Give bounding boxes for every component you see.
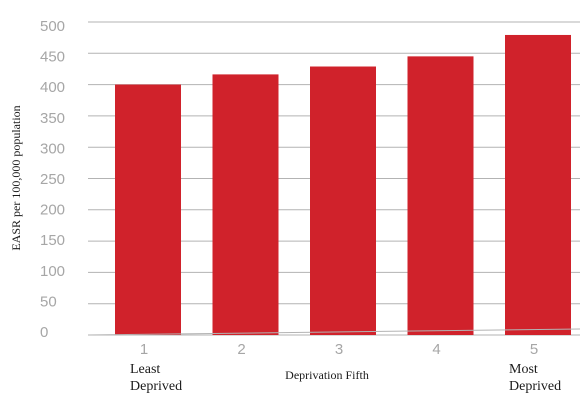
x-tick-label: 4 [432,341,440,358]
y-tick-label: 100 [40,263,65,280]
y-tick-label: 150 [40,232,65,249]
bar [407,56,474,335]
x-axis-title: Deprivation Fifth [285,368,369,382]
y-tick-label: 250 [40,171,65,188]
category-notes: Least Deprived Most Deprived [130,362,561,394]
y-tick-label: 450 [40,49,65,66]
x-tick-label: 5 [530,341,538,358]
y-tick-label: 50 [40,293,57,310]
x-tick-label: 3 [335,341,343,358]
bar [115,84,181,335]
y-tick-label: 300 [40,140,65,157]
y-tick-label: 400 [40,79,65,96]
bar [310,66,376,335]
y-tick-label: 350 [40,110,65,127]
y-tick-label: 500 [40,18,65,35]
x-tick-label: 1 [140,341,148,358]
y-tick-label: 0 [40,324,48,341]
x-axis-line [87,328,580,336]
y-tick-label: 200 [40,202,65,219]
y-axis-title: EASR per 100,000 population [9,105,23,250]
x-axis-ticks: 1 2 3 4 5 [140,341,538,358]
bar [212,74,279,335]
bars [115,34,571,336]
most-deprived-note: Most Deprived [509,362,561,394]
least-deprived-note: Least Deprived [130,362,182,394]
bar [505,34,571,336]
x-tick-label: 2 [237,341,245,358]
